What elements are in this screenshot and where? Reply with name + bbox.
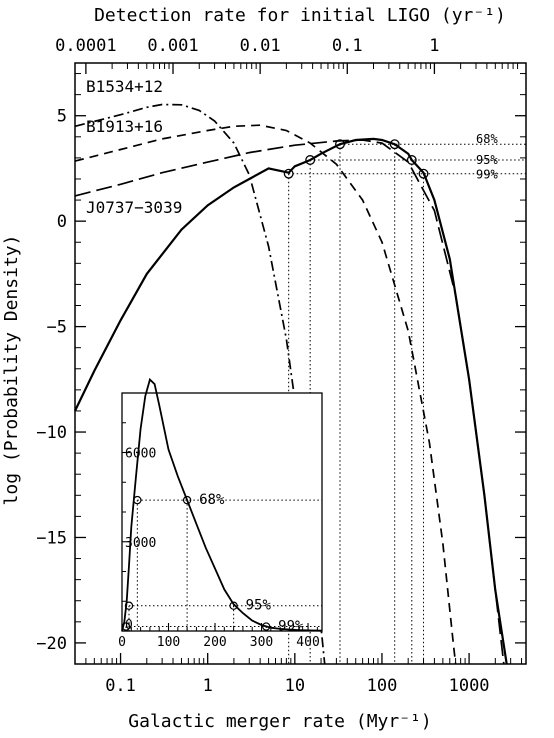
- curve-label-b1534: B1534+12: [86, 77, 163, 96]
- y-axis-title: log (Probability Density): [1, 235, 22, 506]
- confidence-label-68%: 68%: [476, 132, 498, 146]
- confidence-marker-68%-0: [335, 139, 345, 150]
- series-line-b1534-12: [74, 103, 326, 665]
- top-tick-label: 0.1: [332, 36, 363, 56]
- inset-series-line-0: [121, 377, 323, 632]
- y-tick-label: −15: [36, 528, 67, 548]
- confidence-label-99%: 99%: [476, 168, 498, 182]
- top-tick-label: 0.001: [147, 36, 198, 56]
- x-tick-label-1000: 1000: [449, 676, 490, 696]
- inset-x-tick-label: 100: [157, 635, 180, 650]
- inset-axes: 0 100 200 300 400 0 3000 6000: [118, 392, 323, 650]
- main-frame: [74, 62, 527, 665]
- confidence-marker-95%-0: [305, 155, 316, 165]
- inset-x-tick-label: 200: [203, 635, 226, 650]
- y-tick-label: −20: [36, 634, 67, 654]
- main-confidence-markers: 68% 95%99%: [283, 132, 498, 182]
- confidence-marker-68%-1: [389, 139, 400, 150]
- top-tick-label: 1: [429, 36, 439, 56]
- top-axis-title: Detection rate for initial LIGO (yr⁻¹): [94, 5, 506, 26]
- inset-confidence-label-95%: 95%: [246, 598, 272, 614]
- y-tick-label: 0: [57, 212, 67, 232]
- x-axis-title: Galactic merger rate (Myr⁻¹): [128, 711, 431, 732]
- curve-label-b1913: B1913+16: [86, 117, 163, 136]
- inset-x-tick-label: 0: [118, 635, 126, 650]
- confidence-marker-95%-1: [406, 155, 417, 165]
- top-tick-label: 0.01: [240, 36, 281, 56]
- inset-x-tick-label: 300: [250, 635, 273, 650]
- confidence-label-95%: 95%: [476, 153, 498, 167]
- x-tick-label-100: 100: [367, 676, 398, 696]
- inset-y-tick-label: 3000: [125, 536, 156, 551]
- inset-confidence-marker-99%-1: [261, 622, 271, 631]
- inset-confidence-marker-68%-1: [182, 495, 192, 505]
- y-tick-label: −10: [36, 423, 67, 443]
- main-series-group: [74, 103, 508, 665]
- curve-label-j0737: J0737−3039: [86, 198, 182, 217]
- inset-chart: 68% 95% 99% 0 100 200 300 400 0 3000 6000: [118, 377, 323, 650]
- y-tick-label: 5: [57, 107, 67, 127]
- series-line-j0737-3039: [74, 137, 508, 665]
- inset-x-tick-label: 400: [296, 635, 319, 650]
- main-confidence-lines: [288, 143, 526, 664]
- inset-series-group: [121, 377, 323, 632]
- x-tick-label-0.1: 0.1: [105, 676, 136, 696]
- x-tick-label-10: 10: [285, 676, 305, 696]
- y-tick-label: −5: [47, 318, 67, 338]
- inset-confidence-marker-95%-1: [229, 601, 238, 610]
- inset-background: [122, 393, 322, 631]
- confidence-marker-99%-1: [418, 168, 429, 179]
- inset-confidence-label-68%: 68%: [199, 492, 225, 508]
- inset-y-tick-label: 6000: [125, 447, 156, 462]
- x-tick-label-1: 1: [203, 676, 213, 696]
- inset-y-tick-label: 0: [125, 618, 133, 633]
- confidence-marker-99%-0: [283, 168, 294, 179]
- inset-confidence-marker-95%-0: [124, 601, 134, 610]
- inset-confidence-lines: [125, 499, 322, 631]
- inset-confidence-marker-68%-0: [133, 495, 142, 505]
- top-tick-label: 0.0001: [55, 36, 116, 56]
- inset-confidence-label-99%: 99%: [278, 619, 304, 635]
